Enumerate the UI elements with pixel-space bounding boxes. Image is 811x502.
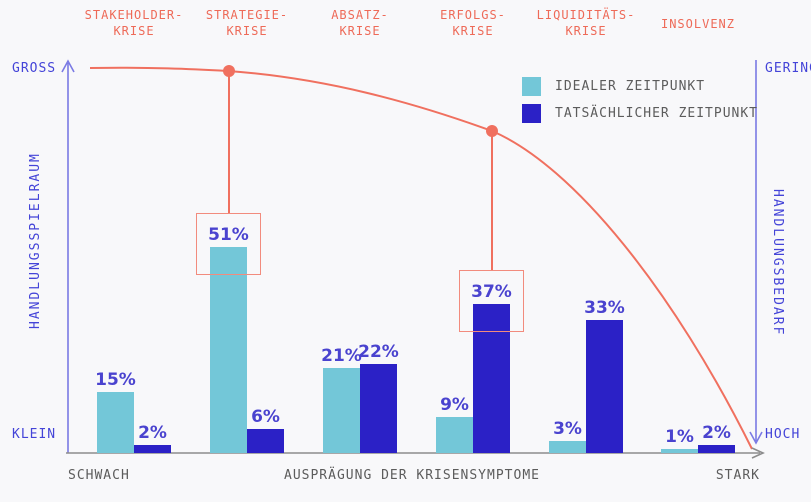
right-axis-arrow-icon [749, 431, 763, 445]
right-axis-title: HANDLUNGSBEDARF [770, 189, 785, 337]
legend-swatch [522, 77, 541, 96]
legend-swatch [522, 104, 541, 123]
actual-bar [698, 445, 735, 453]
legend-item: TATSÄCHLICHER ZEITPUNKT [522, 104, 758, 123]
crisis-curve [89, 66, 753, 450]
crisis-stage-label: STAKEHOLDER- KRISE [84, 8, 184, 38]
crisis-stage-label: ERFOLGS- KRISE [440, 8, 506, 38]
highlight-box [196, 213, 261, 275]
value-label: 3% [553, 419, 582, 439]
curve-dot [222, 65, 235, 77]
actual-bar [360, 364, 397, 453]
value-label: 9% [440, 395, 469, 415]
highlight-connector [227, 71, 230, 213]
ideal-bar [210, 247, 247, 453]
left-axis-arrow-icon [61, 59, 75, 73]
ideal-bar [97, 392, 134, 453]
actual-bar [247, 429, 284, 453]
value-label: 2% [702, 423, 731, 443]
crisis-stage-label: INSOLVENZ [660, 17, 736, 31]
x-axis-left-caption: SCHWACH [68, 468, 130, 483]
right-axis-top-label: GERING [765, 61, 811, 76]
value-label: 6% [251, 407, 280, 427]
ideal-bar [436, 417, 473, 453]
value-label: 2% [138, 423, 167, 443]
ideal-bar [323, 368, 360, 453]
legend-label: IDEALER ZEITPUNKT [555, 79, 706, 94]
legend-item: IDEALER ZEITPUNKT [522, 77, 758, 96]
x-axis-title: AUSPRÄGUNG DER KRISENSYMPTOME [284, 468, 540, 483]
highlight-connector [490, 131, 493, 270]
actual-bar [586, 320, 623, 453]
actual-bar [473, 304, 510, 453]
curve-dot [485, 125, 498, 137]
crisis-stage-label: LIQUIDITÄTS- KRISE [536, 8, 636, 38]
value-label: 15% [95, 370, 136, 390]
value-label: 22% [358, 342, 399, 362]
legend-label: TATSÄCHLICHER ZEITPUNKT [555, 106, 759, 121]
value-label: 1% [665, 427, 694, 447]
value-label: 21% [321, 346, 362, 366]
value-label: 51% [208, 225, 249, 245]
right-axis-bottom-label: HOCH [765, 427, 801, 442]
ideal-bar [549, 441, 586, 453]
actual-bar [134, 445, 171, 453]
legend: IDEALER ZEITPUNKT TATSÄCHLICHER ZEITPUNKT [522, 77, 758, 131]
x-axis-arrow-icon [751, 447, 765, 459]
left-axis-top-label: GROSS [12, 61, 57, 76]
value-label: 37% [471, 282, 512, 302]
left-axis-bottom-label: KLEIN [12, 427, 57, 442]
highlight-box [459, 270, 524, 332]
ideal-bar [661, 449, 698, 453]
crisis-stage-label: ABSATZ- KRISE [331, 8, 389, 38]
left-axis-title: HANDLUNGSSPIELRAUM [28, 152, 43, 329]
value-label: 33% [584, 298, 625, 318]
x-axis-right-caption: STARK [715, 468, 760, 483]
crisis-stage-label: STRATEGIE- KRISE [205, 8, 289, 38]
